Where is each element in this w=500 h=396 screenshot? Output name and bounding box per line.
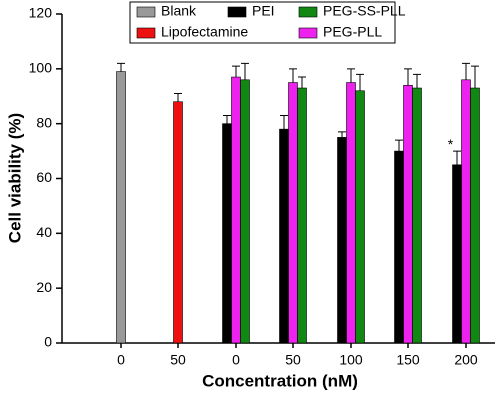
error-bar: [471, 65, 479, 89]
bar: [297, 87, 307, 344]
bar: [279, 128, 289, 344]
error-bar: [280, 114, 288, 130]
legend-swatch: [136, 6, 156, 18]
x-axis-title: Concentration (nM): [202, 371, 358, 390]
legend-label: Lipofectamine: [161, 24, 248, 40]
x-tick-label: 0: [117, 352, 125, 368]
bar: [461, 79, 471, 344]
y-axis-title: Cell viability (%): [5, 113, 24, 243]
error-bar: [338, 131, 346, 138]
bar: [173, 101, 183, 344]
bar: [346, 82, 356, 344]
error-bar: [453, 150, 461, 165]
legend-box: [129, 1, 396, 44]
bar: [470, 87, 480, 344]
bar: [231, 76, 241, 344]
bar: [403, 84, 413, 344]
legend-label: PEI: [252, 3, 275, 19]
y-tick-label: 20: [36, 279, 52, 295]
bar: [412, 87, 422, 344]
error-bar: [298, 76, 306, 89]
error-bar: [404, 68, 412, 86]
bar: [288, 82, 298, 344]
legend-swatch: [227, 6, 247, 18]
error-bar: [117, 62, 125, 72]
y-tick-label: 60: [36, 169, 52, 185]
error-bar: [395, 139, 403, 152]
x-tick-label: 0: [232, 352, 240, 368]
x-tick-label: 200: [454, 352, 478, 368]
legend-swatch: [298, 6, 318, 18]
y-tick-label: 100: [29, 60, 53, 76]
error-bar: [347, 68, 355, 83]
bar: [116, 71, 126, 344]
bar: [355, 90, 365, 344]
x-tick-label: 100: [339, 352, 363, 368]
error-bar: [289, 68, 297, 83]
error-bar: [241, 62, 249, 80]
x-tick-label: 150: [396, 352, 420, 368]
legend-label: PEG-PLL: [323, 24, 382, 40]
y-tick-label: 80: [36, 114, 52, 130]
error-bar: [413, 73, 421, 89]
x-tick-label: 50: [285, 352, 301, 368]
legend-swatch: [136, 27, 156, 39]
bar: [240, 79, 250, 344]
bar: [337, 137, 347, 344]
legend-label: PEG-SS-PLL: [323, 3, 406, 19]
error-bar: [223, 114, 231, 124]
y-tick-label: 120: [29, 5, 53, 21]
error-bar: [174, 93, 182, 102]
error-bar: [232, 65, 240, 78]
error-bar: [356, 73, 364, 91]
legend-label: Blank: [161, 3, 197, 19]
bar: [394, 150, 404, 344]
bar: [452, 164, 462, 344]
error-bar: [462, 62, 470, 80]
x-tick-label: 50: [170, 352, 186, 368]
y-tick-label: 0: [44, 334, 52, 350]
y-tick-label: 40: [36, 224, 52, 240]
annotation: *: [448, 136, 454, 152]
legend-swatch: [298, 27, 318, 39]
bar: [222, 123, 232, 344]
